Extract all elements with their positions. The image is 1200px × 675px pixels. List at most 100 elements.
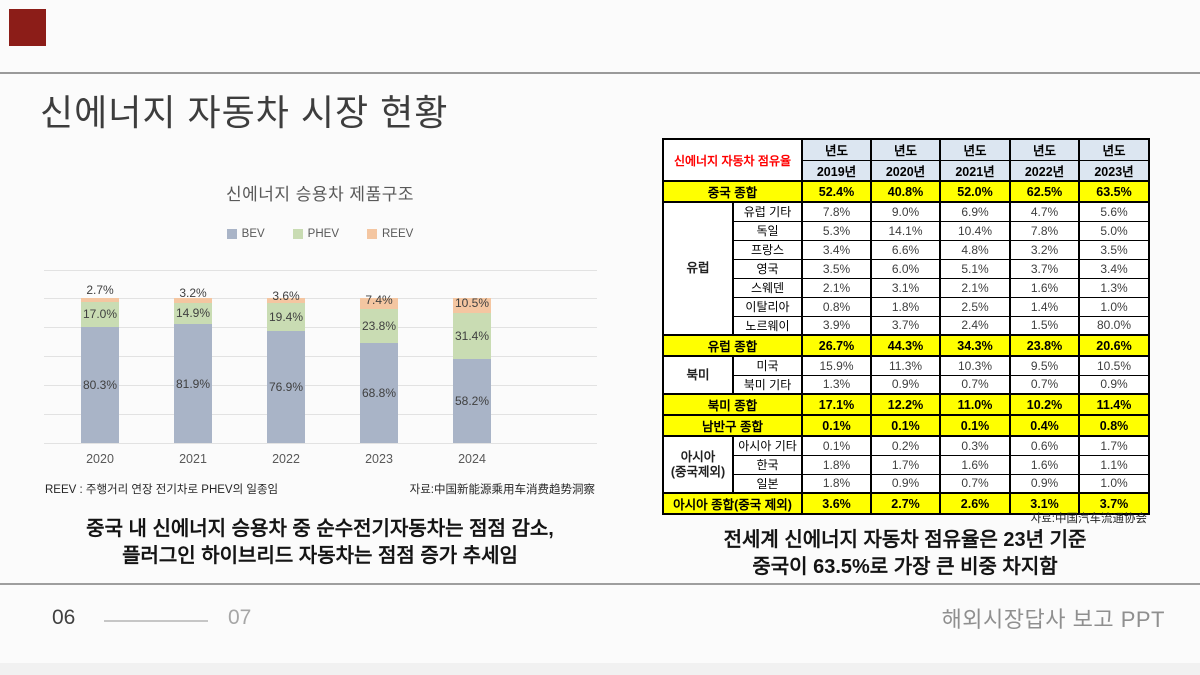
table-caption: 전세계 신에너지 자동차 점유율은 23년 기준 중국이 63.5%로 가장 큰… xyxy=(660,527,1150,581)
total-value-0: 17.1% xyxy=(801,393,873,416)
page-connector-line xyxy=(104,620,208,622)
region-label: 북미 기타 xyxy=(731,374,804,395)
region-value-1: 11.3% xyxy=(870,355,942,376)
region-value-2: 0.7% xyxy=(939,374,1012,395)
region-value-3: 0.9% xyxy=(1009,473,1081,494)
region-label: 노르웨이 xyxy=(731,315,804,336)
gridline-60 xyxy=(44,356,597,357)
data-label-phev-2020: 17.0% xyxy=(82,307,118,322)
chart-title: 신에너지 승용차 제품구조 xyxy=(226,185,414,204)
region-value-1: 6.0% xyxy=(870,258,942,279)
data-label-bev-2024: 58.2% xyxy=(454,393,490,408)
region-label: 일본 xyxy=(731,473,804,494)
total-value-3: 3.1% xyxy=(1009,492,1081,515)
data-label-reev-2020: 2.7% xyxy=(86,283,114,297)
table-row: 일본 1.8% 0.9% 0.7% 0.9% 1.0% xyxy=(663,473,1151,494)
corner-accent-square xyxy=(9,9,46,46)
region-value-0: 1.8% xyxy=(801,473,873,494)
region-label: 아시아 기타 xyxy=(731,435,804,456)
total-value-0: 52.4% xyxy=(801,180,873,203)
region-label: 유럽 기타 xyxy=(731,201,804,222)
group-label: 유럽 xyxy=(662,201,734,336)
gridline-top xyxy=(44,270,597,271)
total-value-0: 0.1% xyxy=(801,414,873,437)
table-row: 신에너지 자동차 점유율 년도 년도 년도 년도 년도 xyxy=(661,138,1151,182)
region-value-3: 1.6% xyxy=(1009,277,1081,298)
table-row: 유럽 종합 26.7% 44.3% 34.3% 23.8% 20.6% xyxy=(661,334,1151,357)
next-page-number: 07 xyxy=(228,606,252,629)
region-label: 미국 xyxy=(731,355,804,376)
region-value-3: 7.8% xyxy=(1009,220,1081,241)
region-label: 영국 xyxy=(731,258,804,279)
region-value-2: 4.8% xyxy=(939,239,1012,260)
chart-footnote: REEV : 주행거리 연장 전기차로 PHEV의 일종임 xyxy=(45,484,279,496)
region-value-4: 80.0% xyxy=(1078,315,1151,336)
year-header-1: 년도 xyxy=(870,138,942,161)
table-row: 프랑스 3.4% 6.6% 4.8% 3.2% 3.5% xyxy=(663,239,1151,260)
region-value-4: 3.4% xyxy=(1078,258,1151,279)
group-label: 아시아 (중국제외) xyxy=(662,435,734,494)
region-value-3: 1.5% xyxy=(1009,315,1081,336)
region-value-4: 5.0% xyxy=(1078,220,1151,241)
region-value-1: 6.6% xyxy=(870,239,942,260)
bar-segment-phev-2023 xyxy=(360,308,398,344)
x-axis-label-2021: 2021 xyxy=(179,452,207,466)
data-label-reev-2021: 3.2% xyxy=(179,286,207,301)
gridline-0 xyxy=(44,443,597,444)
data-label-reev-2022: 3.6% xyxy=(272,289,300,304)
region-label: 스웨덴 xyxy=(731,277,804,298)
chart-plot: 80.3% 17.0% 2.7% 2020 81.9% 14.9% 3.2% 2021 76.9… xyxy=(44,270,597,480)
region-value-3: 0.6% xyxy=(1009,435,1081,456)
legend-label-reev: REEV xyxy=(382,228,414,240)
total-label: 아시아 종합(중국 제외) xyxy=(661,492,804,515)
region-value-1: 3.1% xyxy=(870,277,942,298)
total-value-2: 0.1% xyxy=(939,414,1012,437)
chart-caption-line1: 중국 내 신에너지 승용차 중 순수전기자동차는 점점 감소, xyxy=(86,518,554,540)
region-label: 독일 xyxy=(731,220,804,241)
region-value-4: 1.0% xyxy=(1078,473,1151,494)
phev-swatch-icon xyxy=(292,229,303,239)
region-value-2: 0.7% xyxy=(939,473,1012,494)
bar-segment-bev-2021 xyxy=(174,324,212,443)
gridline-100 xyxy=(44,298,597,299)
data-label-reev-2023: 7.4% xyxy=(365,292,393,307)
region-value-3: 3.7% xyxy=(1009,258,1081,279)
table-caption-line1: 전세계 신에너지 자동차 점유율은 23년 기준 xyxy=(723,529,1087,551)
x-axis-label-2023: 2023 xyxy=(365,452,393,466)
region-value-4: 1.0% xyxy=(1078,296,1151,317)
region-value-0: 3.4% xyxy=(801,239,873,260)
region-value-3: 0.7% xyxy=(1009,374,1081,395)
bar-segment-phev-2021 xyxy=(174,302,212,325)
table-row: 영국 3.5% 6.0% 5.1% 3.7% 3.4% xyxy=(663,258,1151,279)
region-value-3: 1.4% xyxy=(1009,296,1081,317)
region-value-3: 4.7% xyxy=(1009,201,1081,222)
table-source: 자료:中国汽车流通协会 xyxy=(1030,513,1147,525)
total-value-1: 2.7% xyxy=(870,492,942,515)
total-value-2: 11.0% xyxy=(939,393,1012,416)
top-divider-line xyxy=(0,72,1200,74)
total-value-3: 23.8% xyxy=(1009,334,1081,357)
total-label: 남반구 종합 xyxy=(661,414,804,437)
bar-segment-bev-2024 xyxy=(453,358,491,443)
region-value-1: 1.8% xyxy=(870,296,942,317)
table-row: 중국 종합 52.4% 40.8% 52.0% 62.5% 63.5% xyxy=(661,180,1151,203)
region-value-0: 0.1% xyxy=(801,435,873,456)
total-value-4: 20.6% xyxy=(1078,334,1151,357)
region-value-4: 1.1% xyxy=(1078,454,1151,475)
total-value-3: 10.2% xyxy=(1009,393,1081,416)
data-label-bev-2021: 81.9% xyxy=(175,376,211,391)
region-value-1: 1.7% xyxy=(870,454,942,475)
region-value-2: 2.4% xyxy=(939,315,1012,336)
data-label-bev-2020: 80.3% xyxy=(82,377,118,392)
legend-item-reev: REEV xyxy=(367,228,413,240)
year-value-1: 2020년 xyxy=(870,159,942,182)
region-value-0: 7.8% xyxy=(801,201,873,222)
region-value-4: 5.6% xyxy=(1078,201,1151,222)
gridline-40 xyxy=(44,385,597,386)
region-value-3: 1.6% xyxy=(1009,454,1081,475)
region-value-3: 3.2% xyxy=(1009,239,1081,260)
region-value-4: 0.9% xyxy=(1078,374,1151,395)
region-value-2: 5.1% xyxy=(939,258,1012,279)
total-value-0: 3.6% xyxy=(801,492,873,515)
x-axis-label-2022: 2022 xyxy=(272,452,300,466)
